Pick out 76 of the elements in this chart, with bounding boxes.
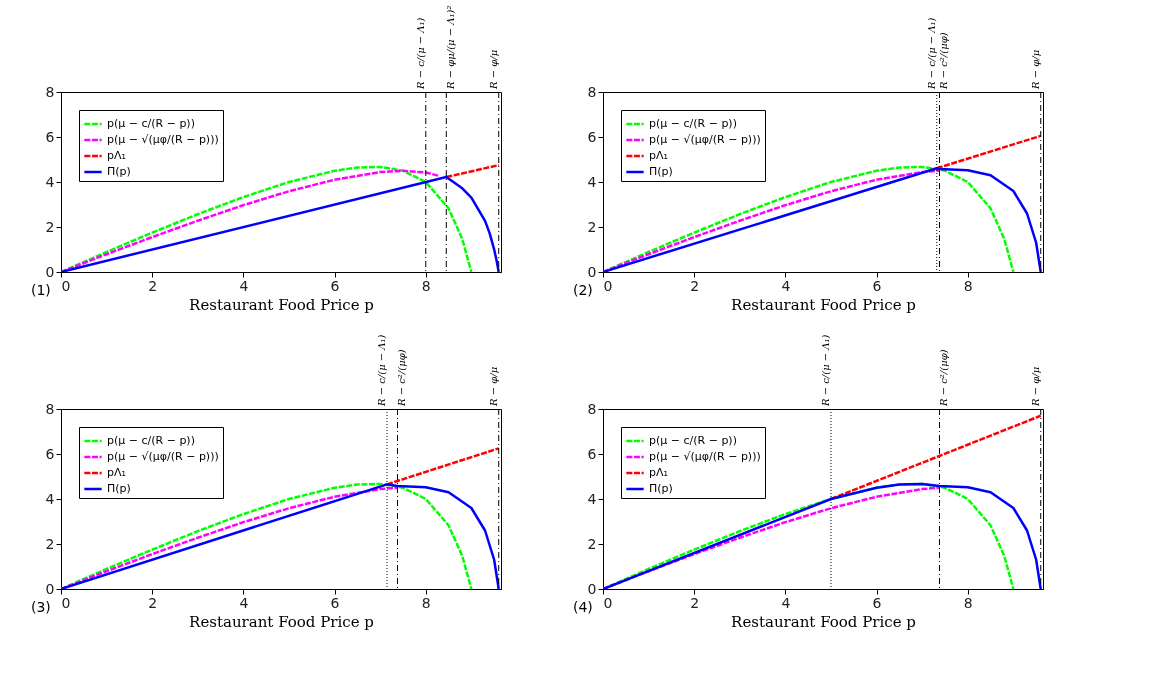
ref-line-label: R − φ/μ [487,49,499,90]
y-tick-label: 6 [587,445,597,462]
legend-label: Π(p) [649,482,673,495]
x-tick-label: 2 [148,594,158,611]
x-axis-title: Restaurant Food Price p [731,295,916,314]
legend-label: p(μ − c/(R − p)) [649,117,737,130]
legend-label: Π(p) [107,482,131,495]
y-tick-label: 4 [45,173,55,190]
y-tick-label: 0 [587,580,597,597]
ref-line-label: R − φ/μ [487,366,499,407]
x-axis-title: Restaurant Food Price p [189,612,374,631]
x-axis-title: Restaurant Food Price p [189,295,374,314]
y-tick-label: 2 [587,218,597,235]
y-tick-label: 8 [587,400,597,417]
x-tick-label: 4 [781,594,791,611]
x-tick-label: 2 [690,277,700,294]
x-tick-label: 8 [421,594,431,611]
y-tick-label: 0 [45,580,55,597]
y-tick-label: 0 [587,263,597,280]
legend-label: p(μ − √(μφ/(R − p))) [107,133,219,146]
ref-line-label: R − c/(μ − Λ₁) [819,334,831,407]
text: (2) [573,282,593,298]
y-tick-label: 2 [45,218,55,235]
legend-label: p(μ − c/(R − p)) [107,434,195,447]
legend-label: Π(p) [107,165,131,178]
y-tick-label: 6 [45,128,55,145]
ref-line-label: R − c²/(μφ) [396,349,408,407]
ref-line-label: R − c²/(μφ) [938,32,950,90]
x-tick-label: 6 [872,594,882,611]
y-tick-label: 4 [587,490,597,507]
y-tick-label: 2 [587,535,597,552]
ref-line-label: R − c/(μ − Λ₁) [376,334,388,407]
y-tick-label: 6 [587,128,597,145]
legend-label: pΛ₁ [107,466,126,479]
y-tick-label: 6 [45,445,55,462]
legend-label: pΛ₁ [107,149,126,162]
legend-label: p(μ − √(μφ/(R − p))) [649,133,761,146]
x-tick-label: 4 [781,277,791,294]
legend-label: pΛ₁ [649,466,668,479]
y-tick-label: 0 [45,263,55,280]
text: (4) [573,599,593,615]
legend-label: p(μ − √(μφ/(R − p))) [649,450,761,463]
y-tick-label: 8 [45,400,55,417]
legend-label: p(μ − c/(R − p)) [107,117,195,130]
x-tick-label: 2 [690,594,700,611]
y-tick-label: 8 [587,83,597,100]
x-tick-label: 2 [148,277,158,294]
legend-label: p(μ − c/(R − p)) [649,434,737,447]
x-tick-label: 0 [603,594,613,611]
ref-line-label: R − c/(μ − Λ₁) [925,17,937,90]
y-tick-label: 4 [587,173,597,190]
y-tick-label: 2 [45,535,55,552]
x-axis-title: Restaurant Food Price p [731,612,916,631]
x-tick-label: 6 [330,277,340,294]
x-tick-label: 6 [872,277,882,294]
x-tick-label: 8 [421,277,431,294]
legend-label: p(μ − √(μφ/(R − p))) [107,450,219,463]
ref-line-label: R − φ/μ [1029,49,1041,90]
x-tick-label: 4 [239,594,249,611]
y-tick-label: 8 [45,83,55,100]
x-tick-label: 0 [61,277,71,294]
x-tick-label: 4 [239,277,249,294]
ref-line-label: R − φ/μ [1029,366,1041,407]
x-tick-label: 0 [61,594,71,611]
ref-line-label: R − φμ/(μ − Λ₁)² [445,5,457,90]
x-tick-label: 6 [330,594,340,611]
legend-label: Π(p) [649,165,673,178]
ref-line-label: R − c/(μ − Λ₁) [414,17,426,90]
x-tick-label: 8 [963,277,973,294]
legend-label: pΛ₁ [649,149,668,162]
ref-line-label: R − c²/(μφ) [938,349,950,407]
y-tick-label: 4 [45,490,55,507]
text: (1) [31,282,51,298]
x-tick-label: 0 [603,277,613,294]
text: (3) [31,599,51,615]
x-tick-label: 8 [963,594,973,611]
